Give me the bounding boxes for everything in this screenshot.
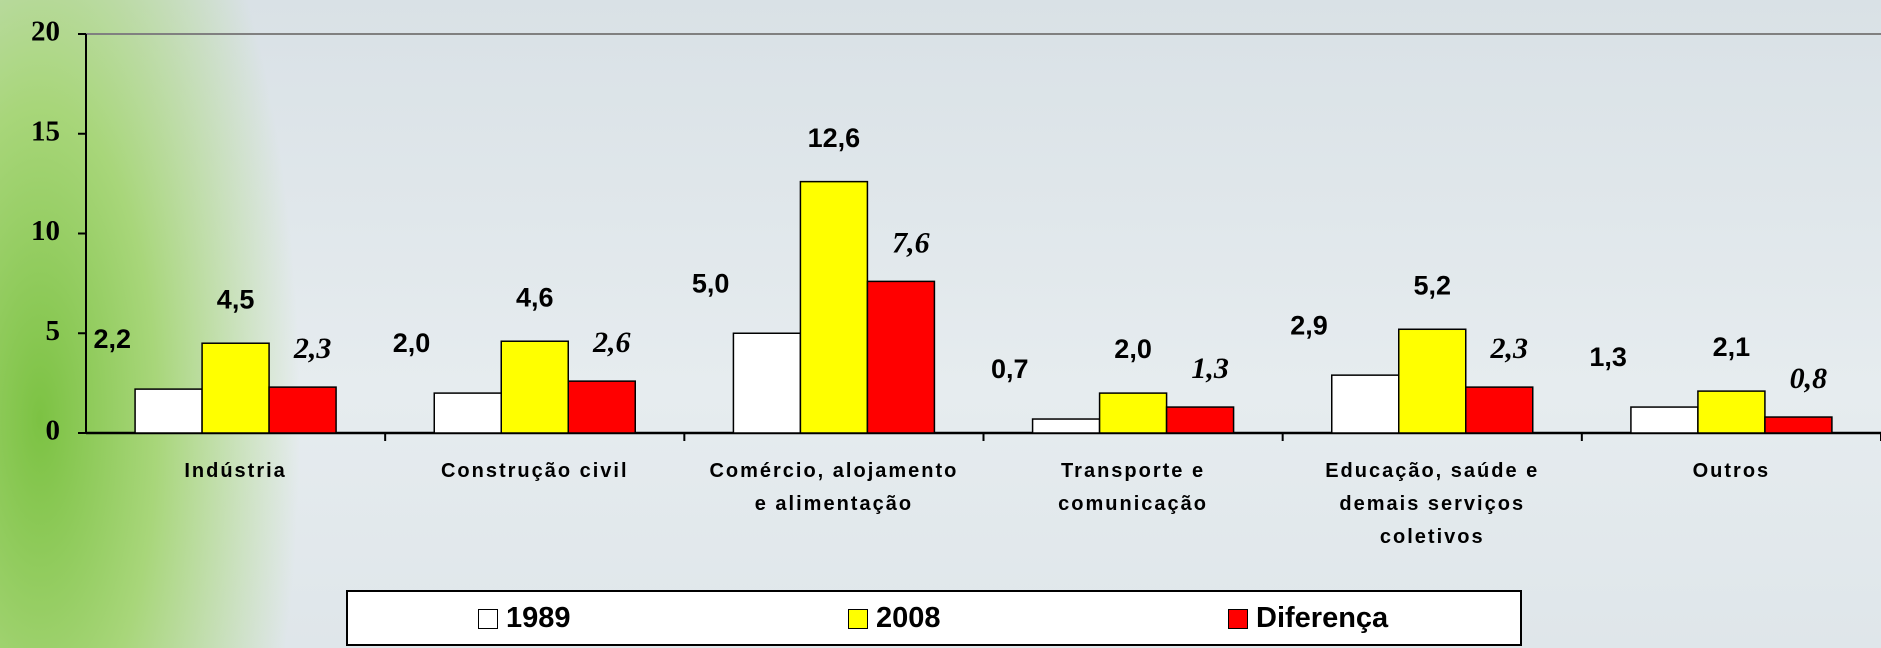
y-tick-label: 0 (46, 415, 61, 447)
y-tick-label: 15 (31, 115, 60, 147)
x-tick-label: Outros (1692, 460, 1771, 482)
data-label: 7,6 (892, 226, 930, 259)
legend: 1989 2008 Diferença (346, 590, 1522, 646)
data-label: 2,6 (592, 326, 631, 359)
legend-item: 2008 (848, 602, 941, 635)
data-label: 2,0 (1114, 334, 1152, 364)
bar (799, 180, 869, 434)
bar (433, 392, 502, 434)
data-label: 2,0 (393, 328, 431, 358)
x-tick-label: Construção civil (440, 460, 629, 482)
data-label: 2,1 (1713, 332, 1751, 362)
data-label: 1,3 (1191, 352, 1229, 385)
data-label: 2,3 (1490, 332, 1529, 365)
data-label: 5,0 (692, 268, 730, 298)
data-label: 12,6 (808, 123, 861, 153)
bar (1697, 390, 1766, 434)
bar (567, 380, 636, 434)
legend-label: 2008 (876, 602, 941, 634)
legend-item: Diferença (1228, 602, 1388, 635)
x-tick-label: Indústria (184, 460, 287, 482)
legend-label: Diferença (1256, 602, 1389, 634)
bar (500, 340, 569, 434)
bar (201, 342, 270, 434)
bar (1630, 406, 1699, 434)
data-label: 2,2 (94, 324, 132, 354)
bar (866, 280, 936, 434)
bar (1098, 392, 1168, 434)
bar (732, 332, 802, 434)
bar (1031, 418, 1101, 434)
legend-swatch (478, 608, 498, 629)
x-tick-label: Comércio, alojamento e alimentação (709, 460, 959, 515)
data-label: 0,8 (1790, 362, 1828, 395)
data-label: 5,2 (1413, 270, 1451, 300)
bar (1331, 374, 1400, 434)
data-label: 2,9 (1290, 310, 1328, 340)
y-tick-label: 20 (31, 16, 60, 48)
data-label: 2,3 (293, 332, 332, 365)
x-tick-label: Transporte e comunicação (1058, 460, 1208, 515)
legend-swatch (848, 608, 868, 629)
x-tick-label: Educação, saúde e demais serviços coleti… (1325, 460, 1540, 548)
bar (1764, 416, 1833, 434)
legend-label: 1989 (506, 602, 571, 634)
data-label: 0,7 (991, 354, 1029, 384)
data-label: 4,5 (217, 284, 255, 314)
y-tick-label: 5 (46, 315, 61, 347)
bar (1398, 328, 1467, 434)
legend-swatch (1228, 608, 1248, 629)
y-tick-label: 10 (31, 215, 60, 247)
data-label: 4,6 (516, 282, 554, 312)
bar (1165, 406, 1235, 434)
bar (1465, 386, 1534, 434)
bar (268, 386, 337, 434)
data-label: 1,3 (1589, 342, 1627, 372)
legend-item: 1989 (478, 602, 571, 635)
bar (134, 388, 203, 434)
